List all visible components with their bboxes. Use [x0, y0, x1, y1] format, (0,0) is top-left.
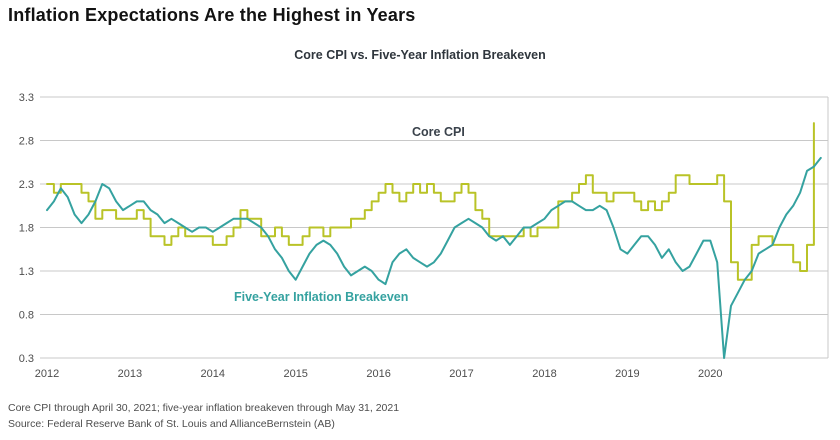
- x-axis-tick-label: 2014: [201, 368, 225, 380]
- chart-subtitle: Core CPI vs. Five-Year Inflation Breakev…: [294, 48, 546, 62]
- x-axis-tick-label: 2020: [698, 368, 722, 380]
- y-axis-tick-label: 1.8: [19, 223, 34, 235]
- page-title: Inflation Expectations Are the Highest i…: [8, 5, 416, 25]
- x-axis-tick-label: 2015: [283, 368, 307, 380]
- y-axis-tick-label: 0.8: [19, 310, 34, 322]
- breakeven-series-label: Five-Year Inflation Breakeven: [234, 290, 409, 304]
- x-axis-tick-label: 2017: [449, 368, 473, 380]
- y-axis-tick-label: 0.3: [19, 353, 34, 365]
- series-line-breakeven: [46, 156, 822, 359]
- x-axis-tick-label: 2019: [615, 368, 639, 380]
- x-axis-tick-label: 2013: [118, 368, 142, 380]
- y-axis-tick-label: 2.8: [19, 136, 34, 148]
- core-cpi-series-label: Core CPI: [412, 125, 465, 139]
- y-axis-tick-label: 2.3: [19, 179, 34, 191]
- footnote-source: Source: Federal Reserve Bank of St. Loui…: [8, 418, 335, 430]
- y-axis-tick-label: 1.3: [19, 266, 34, 278]
- x-axis-tick-label: 2012: [35, 368, 59, 380]
- x-axis-tick-label: 2018: [532, 368, 556, 380]
- x-axis-tick-label: 2016: [366, 368, 390, 380]
- y-axis-tick-label: 3.3: [19, 92, 34, 104]
- series-line-core-cpi: [46, 122, 815, 281]
- footnote-data-range: Core CPI through April 30, 2021; five-ye…: [8, 402, 400, 414]
